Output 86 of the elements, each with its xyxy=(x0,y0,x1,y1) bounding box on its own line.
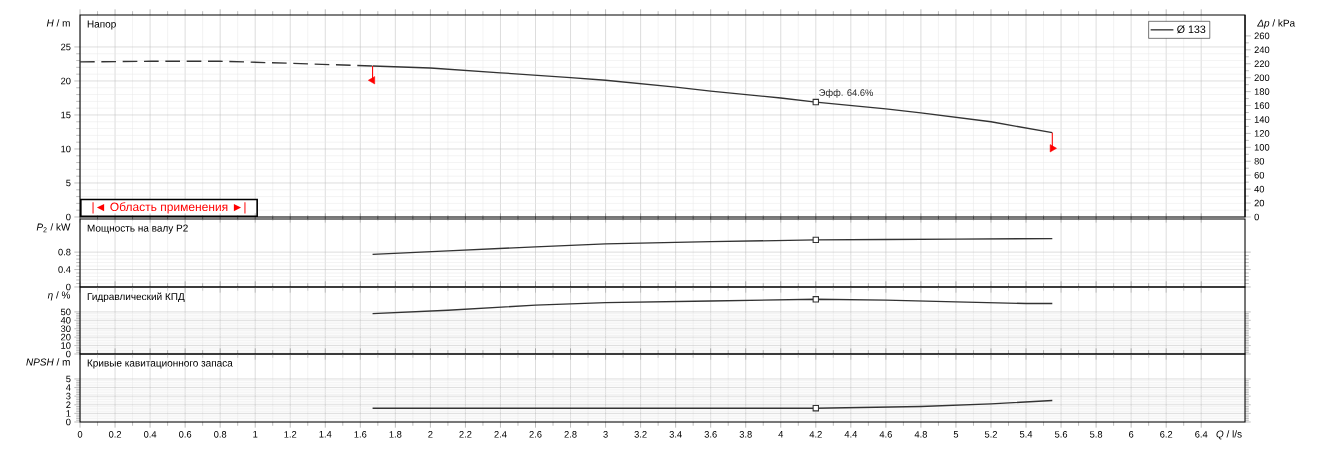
y-axis-title: H / m xyxy=(46,19,70,27)
y-tick-label: 15 xyxy=(61,111,71,119)
x-tick-label: 0.2 xyxy=(108,431,122,438)
x-tick-label: 3.4 xyxy=(669,431,682,438)
x-tick-label: 5.8 xyxy=(1089,431,1103,438)
y-tick-label: 0 xyxy=(66,283,71,291)
text: Напор xyxy=(87,20,116,30)
x-tick-label: 4 xyxy=(778,431,784,438)
y-tick-label: 0 xyxy=(66,350,71,358)
x-tick-label: 3.2 xyxy=(634,431,647,438)
y-tick-label: 3 xyxy=(66,392,71,400)
x-tick-label: 2.8 xyxy=(564,431,577,438)
x-tick-label: 5.6 xyxy=(1054,431,1068,438)
x-tick-label: 3.8 xyxy=(739,431,752,438)
y2-tick-label: 120 xyxy=(1254,130,1270,137)
y-tick-label: 10 xyxy=(61,342,71,349)
x-tick-label: 4.8 xyxy=(914,431,927,438)
x-tick-label: 0 xyxy=(77,431,83,438)
x-tick-label: 4.6 xyxy=(879,431,892,438)
x-tick-label: 0.8 xyxy=(214,431,227,438)
x-tick-label: 4.2 xyxy=(809,431,822,438)
x-tick-label: 5.2 xyxy=(984,431,998,438)
y2-tick-label: 260 xyxy=(1254,32,1270,40)
point xyxy=(812,98,820,106)
y-tick-label: 0.8 xyxy=(58,248,71,256)
y-tick-label: 25 xyxy=(61,43,71,51)
y2-tick-label: 100 xyxy=(1254,144,1270,151)
y2-tick-label: 20 xyxy=(1254,199,1265,207)
y-tick-label: 20 xyxy=(61,77,71,85)
y-tick-label: 0 xyxy=(66,213,71,221)
x-tick-label: 2 xyxy=(428,431,433,438)
y-tick-label: 5 xyxy=(66,179,71,187)
x-tick-label: 0.6 xyxy=(179,431,192,438)
y2-tick-label: 140 xyxy=(1254,116,1270,123)
x-tick-label: 6.2 xyxy=(1160,431,1173,438)
x-tick-label: 4.4 xyxy=(844,431,858,438)
text: Гидравлический КПД xyxy=(87,292,185,303)
point xyxy=(1049,144,1057,153)
annotation: |◄ Область применения ►| xyxy=(92,202,246,214)
x-tick-label: 5 xyxy=(953,431,959,438)
x-tick-label: 6 xyxy=(1129,431,1134,438)
y-tick-label: 10 xyxy=(61,145,71,153)
y2-tick-label: 220 xyxy=(1254,60,1270,68)
x-tick-label: 2.6 xyxy=(529,431,542,438)
y2-tick-label: 160 xyxy=(1254,102,1270,109)
y-tick-label: 2 xyxy=(66,401,71,409)
x-tick-label: 2.4 xyxy=(494,431,507,438)
y-tick-label: 1 xyxy=(66,410,71,417)
x-tick-label: 3.6 xyxy=(704,431,717,438)
y-tick-label: 0.4 xyxy=(58,266,71,273)
x-axis-title: Q / l/s xyxy=(1216,430,1242,440)
y-tick-label: 5 xyxy=(66,375,71,383)
x-tick-label: 1 xyxy=(253,431,258,438)
y2-tick-label: 0 xyxy=(1254,213,1259,221)
y2-axis-title: Δp / kPa xyxy=(1257,19,1296,29)
y-tick-label: 40 xyxy=(60,317,71,324)
y2-tick-label: 240 xyxy=(1254,46,1270,54)
y2-tick-label: 200 xyxy=(1254,74,1270,81)
x-tick-label: 1.8 xyxy=(389,431,402,438)
x-tick-label: 1.6 xyxy=(354,431,367,438)
line-series xyxy=(371,298,1053,315)
x-tick-label: 6.4 xyxy=(1195,431,1208,438)
y-tick-label: 0 xyxy=(66,418,71,426)
y-tick-label: 4 xyxy=(65,384,71,391)
x-tick-label: 3 xyxy=(603,431,608,438)
x-tick-label: 1.2 xyxy=(284,431,297,438)
y-axis-title: P$_{2}$ / kW xyxy=(36,223,71,233)
y2-tick-label: 60 xyxy=(1254,171,1265,179)
x-tick-label: 1.4 xyxy=(319,431,332,438)
y-axis-title: η / % xyxy=(47,291,71,301)
point xyxy=(368,76,375,85)
y2-tick-label: 40 xyxy=(1254,185,1265,193)
x-tick-label: 0.4 xyxy=(143,431,157,438)
text: Кривые кавитационного запаса xyxy=(87,359,233,369)
line-series xyxy=(371,237,1053,255)
x-tick-label: 5.4 xyxy=(1019,431,1033,438)
y-tick-label: 20 xyxy=(61,333,71,341)
text: Мощность на валу P2 xyxy=(87,224,188,234)
y2-tick-label: 180 xyxy=(1254,88,1270,95)
legend-label: Ø 133 xyxy=(1177,25,1206,34)
annotation: Эфф. 64.6% xyxy=(819,89,873,98)
y-tick-label: 50 xyxy=(60,308,71,316)
y-tick-label: 30 xyxy=(60,325,71,333)
y-axis-title: NPSH / m xyxy=(26,358,70,366)
y2-tick-label: 80 xyxy=(1254,157,1265,165)
x-tick-label: 2.2 xyxy=(459,431,472,438)
